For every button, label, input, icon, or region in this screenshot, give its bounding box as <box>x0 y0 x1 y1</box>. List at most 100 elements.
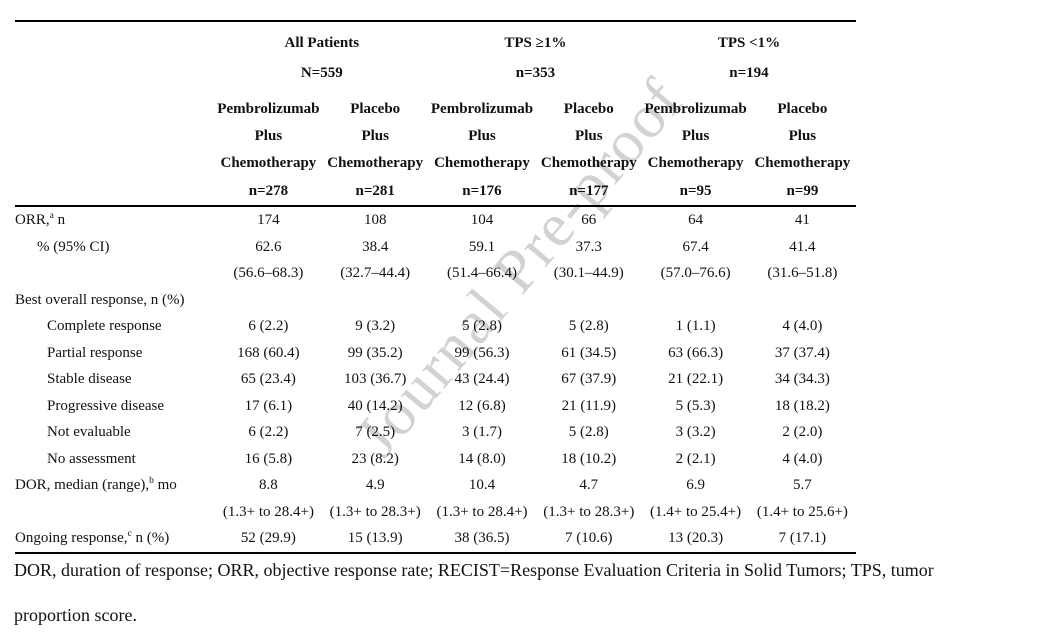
cell-value: 3 (1.7) <box>461 424 502 440</box>
table-row-best-overall: Best overall response, n (%) <box>15 287 856 314</box>
column-header-arm: Plus <box>788 128 817 144</box>
arm-chemo-row: Chemotherapy Chemotherapy Chemotherapy C… <box>15 150 856 177</box>
column-header-arm: Plus <box>254 128 283 144</box>
column-header-arm: Chemotherapy <box>754 155 851 171</box>
cell-value: 1 (1.1) <box>675 318 716 334</box>
cell-value: 5.7 <box>793 477 812 493</box>
cell-value: 18 (18.2) <box>774 397 830 414</box>
column-header-arm: Placebo <box>777 101 828 117</box>
table-row-ongoing-response: Ongoing response,c n (%) 52 (29.9) 15 (1… <box>15 525 856 552</box>
cell-value: 5 (5.3) <box>675 397 716 414</box>
column-header-arm: Placebo <box>563 101 614 117</box>
column-header-arm: Chemotherapy <box>220 155 317 171</box>
footnote-marker: b <box>149 476 154 486</box>
cell-value: 4 (4.0) <box>782 318 823 334</box>
header-spacer <box>15 88 856 96</box>
cell-value: (1.4+ to 25.6+) <box>756 503 848 520</box>
cell-value: (56.6–68.3) <box>233 265 304 281</box>
cell-value <box>642 287 749 314</box>
cell-value: 6 (2.2) <box>248 424 289 440</box>
cell-value: 12 (6.8) <box>458 397 506 414</box>
table-row-dor-range: (1.3+ to 28.4+) (1.3+ to 28.3+) (1.3+ to… <box>15 499 856 526</box>
cell-value: 16 (5.8) <box>244 450 293 467</box>
cell-value: 67.4 <box>682 238 709 255</box>
group-label-tps-ge1: TPS ≥1% <box>504 35 567 51</box>
cell-value: (1.3+ to 28.4+) <box>222 503 314 520</box>
arm-n-row: n=278 n=281 n=176 n=177 n=95 n=99 <box>15 177 856 205</box>
column-header-arm: Placebo <box>350 101 401 117</box>
row-label: Partial response <box>15 340 215 367</box>
column-header-n: n=177 <box>569 183 609 199</box>
cell-value: 21 (11.9) <box>561 397 616 414</box>
group-n-tps-ge1: n=353 <box>515 65 556 81</box>
cell-value: 38 (36.5) <box>454 530 510 546</box>
row-label-text: Complete response <box>47 318 162 334</box>
cell-value: 64 <box>688 212 704 228</box>
cell-value <box>749 287 856 314</box>
results-table: All Patients TPS ≥1% TPS <1% N=559 n=353… <box>15 20 856 554</box>
cell-value: (1.3+ to 28.3+) <box>543 503 635 520</box>
cell-value: 61 (34.5) <box>561 344 617 361</box>
column-header-n: n=99 <box>786 183 819 199</box>
cell-value: 15 (13.9) <box>347 530 403 546</box>
cell-value: 23 (8.2) <box>351 450 399 467</box>
empty-header-cell <box>15 123 215 150</box>
cell-value: (51.4–66.4) <box>446 265 517 281</box>
row-label-text: Progressive disease <box>47 397 165 414</box>
group-n-tps-lt1: n=194 <box>729 65 769 81</box>
cell-value: (1.4+ to 25.4+) <box>650 503 742 520</box>
column-header-arm: Pembrolizumab <box>217 101 320 117</box>
cell-value: 7 (17.1) <box>778 530 827 546</box>
cell-value: 34 (34.3) <box>774 371 830 387</box>
row-label-text: n (%) <box>131 530 170 546</box>
empty-header-cell <box>15 150 215 177</box>
group-label-all-patients: All Patients <box>284 35 360 51</box>
cell-value: 66 <box>581 212 597 228</box>
group-n-row: N=559 n=353 n=194 <box>15 58 856 88</box>
table-row-orr: ORR,a n 174 108 104 66 64 41 <box>15 207 856 234</box>
cell-value: 52 (29.9) <box>240 530 296 546</box>
cell-value: 9 (3.2) <box>355 318 396 334</box>
cell-value <box>215 287 322 314</box>
row-label: % (95% CI) <box>15 234 215 261</box>
row-label: Ongoing response,c n (%) <box>15 525 215 552</box>
cell-value: (1.3+ to 28.4+) <box>436 503 528 520</box>
row-label: Not evaluable <box>15 419 215 446</box>
column-header-arm: Chemotherapy <box>540 155 637 171</box>
row-label-text: No assessment <box>47 450 136 467</box>
row-label: Progressive disease <box>15 393 215 420</box>
column-header-arm: Plus <box>468 128 496 144</box>
cell-value: 21 (22.1) <box>668 371 724 387</box>
cell-value: 174 <box>257 212 280 228</box>
cell-value: 13 (20.3) <box>668 530 724 546</box>
group-header-row: All Patients TPS ≥1% TPS <1% <box>15 28 856 58</box>
group-n-all-patients: N=559 <box>300 65 343 81</box>
cell-value: 168 (60.4) <box>237 344 300 361</box>
cell-value: (30.1–44.9) <box>553 265 624 281</box>
row-label-text: ORR, <box>15 212 50 228</box>
cell-value: 7 (10.6) <box>565 530 613 546</box>
cell-value: 41 <box>794 212 810 228</box>
table-body: ORR,a n 174 108 104 66 64 41 % (95% CI) … <box>15 207 856 554</box>
row-label-text: mo <box>153 477 177 493</box>
row-label: DOR, median (range),b mo <box>15 472 215 499</box>
cell-value: 3 (3.2) <box>675 424 716 440</box>
cell-value: 99 (35.2) <box>347 344 403 361</box>
column-header-arm: Plus <box>361 128 389 144</box>
row-label-text: n <box>53 212 66 228</box>
cell-value: (31.6–51.8) <box>767 265 838 281</box>
cell-value: 59.1 <box>468 238 496 255</box>
cell-value: 37 (37.4) <box>774 344 830 361</box>
cell-value: (1.3+ to 28.3+) <box>329 503 421 520</box>
row-label-text: Ongoing response, <box>15 530 128 546</box>
row-label-text: % (95% CI) <box>37 238 110 255</box>
cell-value <box>429 287 536 314</box>
cell-value: 40 (14.2) <box>347 397 403 414</box>
footnote-marker: c <box>127 529 132 539</box>
cell-value: 5 (2.8) <box>568 424 609 440</box>
table-row-orr-ci: (56.6–68.3) (32.7–44.4) (51.4–66.4) (30.… <box>15 260 856 287</box>
cell-value: 103 (36.7) <box>343 371 407 387</box>
empty-header-cell <box>15 58 215 88</box>
cell-value <box>322 287 429 314</box>
row-label-text: Stable disease <box>47 371 132 387</box>
